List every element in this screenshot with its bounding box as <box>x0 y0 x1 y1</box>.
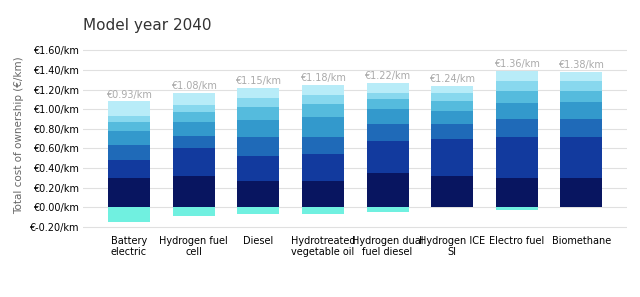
Bar <box>367 83 408 92</box>
Bar <box>496 81 538 91</box>
Bar <box>496 103 538 119</box>
Bar <box>496 178 538 207</box>
Bar <box>173 176 214 207</box>
Bar <box>237 88 279 98</box>
Bar <box>108 122 150 131</box>
Text: €1.08/km: €1.08/km <box>171 81 216 91</box>
Bar <box>108 207 150 222</box>
Bar <box>302 104 344 117</box>
Bar <box>561 137 602 178</box>
Bar <box>561 102 602 119</box>
Bar <box>108 146 150 160</box>
Bar <box>237 120 279 137</box>
Bar <box>173 105 214 112</box>
Bar <box>367 207 408 212</box>
Bar <box>431 101 473 111</box>
Bar <box>173 122 214 136</box>
Bar <box>302 137 344 154</box>
Bar <box>108 178 150 207</box>
Bar <box>561 72 602 81</box>
Bar <box>431 94 473 101</box>
Bar <box>108 116 150 122</box>
Bar <box>496 91 538 103</box>
Bar <box>302 181 344 207</box>
Bar <box>367 140 408 173</box>
Bar <box>561 178 602 207</box>
Text: €1.15/km: €1.15/km <box>236 76 281 86</box>
Bar <box>496 119 538 137</box>
Bar <box>108 160 150 178</box>
Bar <box>431 124 473 139</box>
Y-axis label: Total cost of ownership (€/km): Total cost of ownership (€/km) <box>14 56 24 214</box>
Text: €1.18/km: €1.18/km <box>300 73 346 83</box>
Bar <box>367 99 408 109</box>
Bar <box>237 98 279 107</box>
Bar <box>302 95 344 104</box>
Bar <box>302 117 344 137</box>
Text: €1.36/km: €1.36/km <box>494 59 540 69</box>
Bar <box>173 148 214 176</box>
Bar <box>367 173 408 207</box>
Bar <box>302 207 344 214</box>
Bar <box>367 92 408 99</box>
Bar <box>108 131 150 146</box>
Bar <box>431 176 473 207</box>
Bar <box>237 156 279 181</box>
Bar <box>496 137 538 178</box>
Bar <box>237 137 279 156</box>
Bar <box>561 119 602 137</box>
Text: Model year 2040: Model year 2040 <box>83 18 212 33</box>
Bar <box>561 91 602 102</box>
Bar <box>496 71 538 81</box>
Bar <box>431 139 473 176</box>
Bar <box>237 181 279 207</box>
Bar <box>173 92 214 105</box>
Text: €1.38/km: €1.38/km <box>559 61 604 70</box>
Bar <box>302 85 344 95</box>
Text: €1.24/km: €1.24/km <box>429 74 475 84</box>
Bar <box>431 111 473 124</box>
Bar <box>173 136 214 148</box>
Bar <box>367 124 408 140</box>
Bar <box>173 112 214 122</box>
Bar <box>237 207 279 214</box>
Text: €1.22/km: €1.22/km <box>364 71 411 81</box>
Bar <box>561 81 602 91</box>
Bar <box>302 154 344 181</box>
Bar <box>173 207 214 216</box>
Bar <box>237 107 279 120</box>
Bar <box>496 207 538 210</box>
Bar <box>431 86 473 94</box>
Text: €0.93/km: €0.93/km <box>106 90 152 100</box>
Bar <box>367 109 408 124</box>
Bar <box>108 101 150 116</box>
